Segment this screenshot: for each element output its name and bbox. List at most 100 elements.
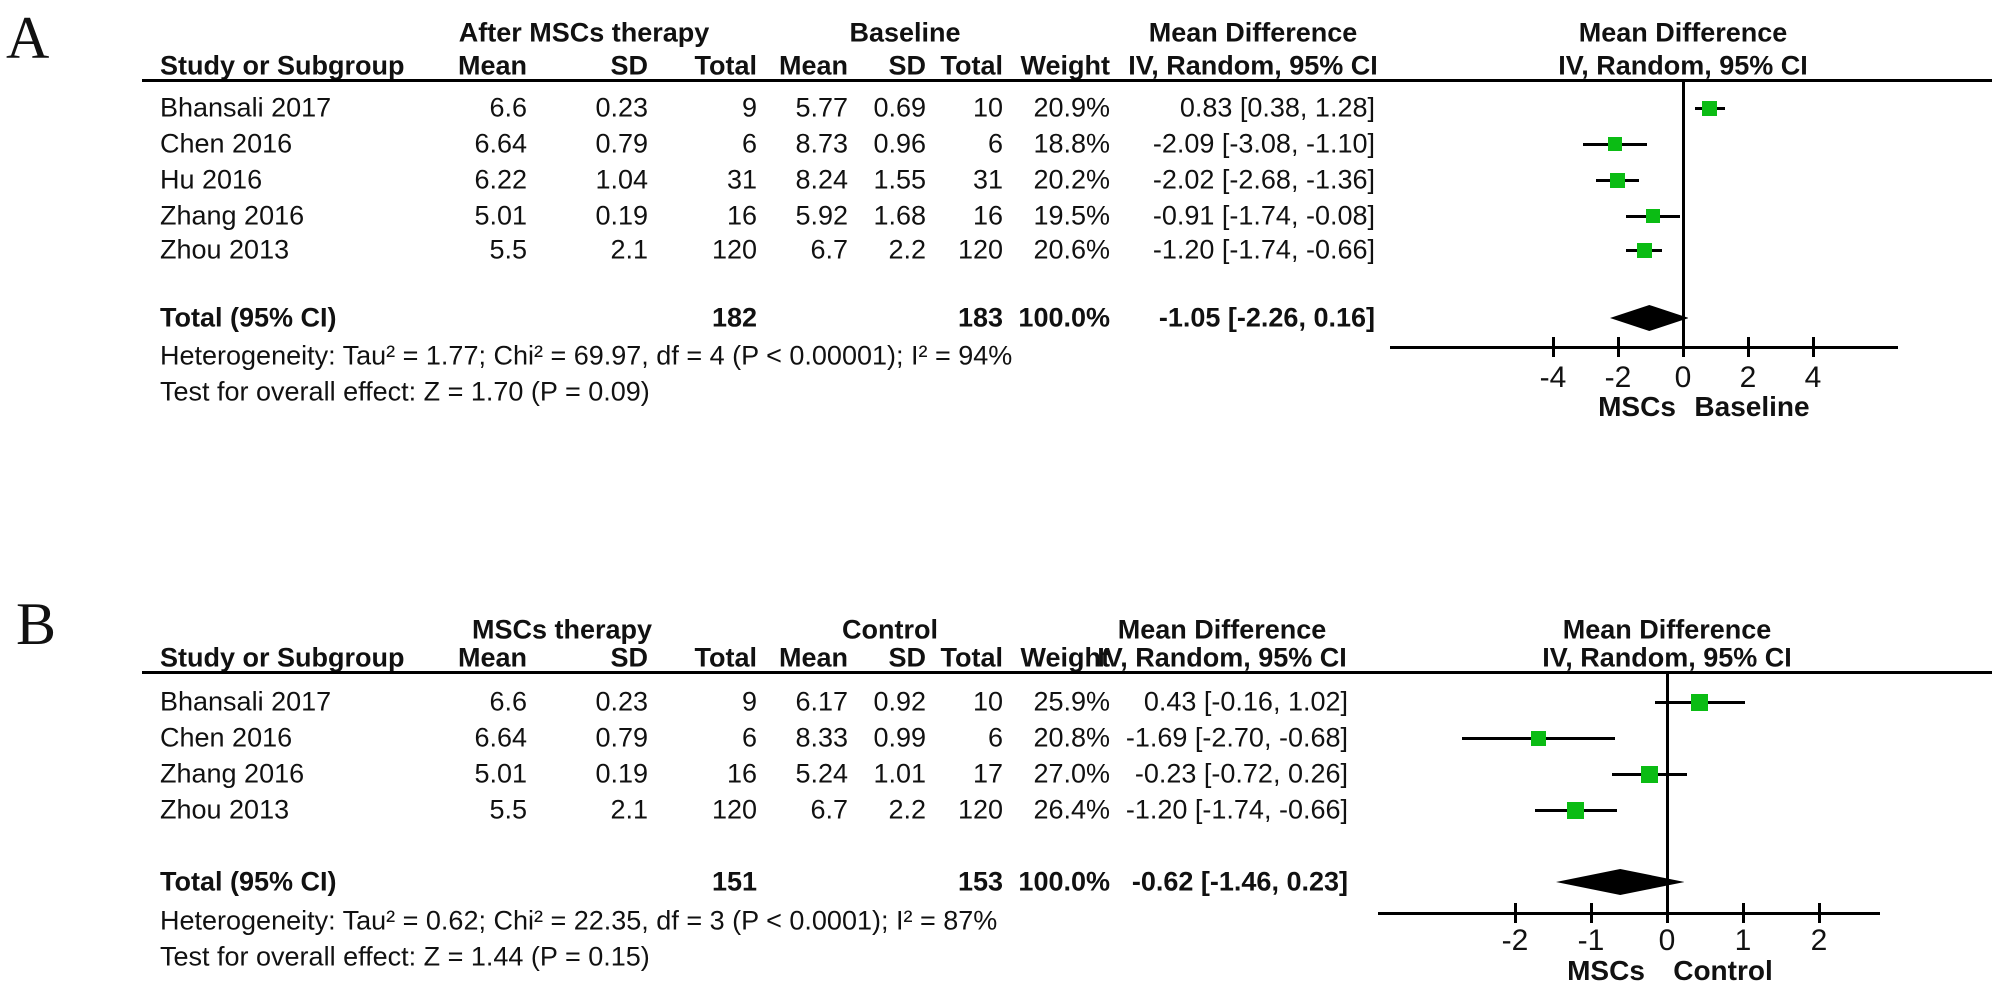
total-label: Total (95% CI) bbox=[160, 302, 337, 333]
cell-weight: 19.5% bbox=[1033, 200, 1110, 231]
cell-sd2: 1.55 bbox=[873, 164, 926, 195]
cell-total2: 16 bbox=[972, 200, 1003, 231]
total-n1: 151 bbox=[711, 866, 757, 897]
cell-total1: 9 bbox=[741, 92, 757, 123]
cell-sd1: 0.79 bbox=[595, 128, 648, 159]
x-axis-tick-label: 2 bbox=[1810, 924, 1828, 957]
cell-mean2: 8.73 bbox=[795, 128, 848, 159]
header-rule bbox=[142, 78, 1992, 82]
group1-header: After MSCs therapy bbox=[458, 17, 710, 48]
cell-mean2: 5.92 bbox=[795, 200, 848, 231]
cell-total2: 10 bbox=[972, 686, 1003, 717]
cell-total2: 120 bbox=[957, 234, 1003, 265]
cell-sd2: 1.01 bbox=[873, 758, 926, 789]
panel-label-b: B bbox=[16, 591, 57, 657]
col-header-total: Total bbox=[940, 50, 1004, 81]
cell-mean1: 5.01 bbox=[474, 200, 527, 231]
study-name: Chen 2016 bbox=[160, 722, 293, 753]
effect-square bbox=[1691, 693, 1709, 711]
x-axis-tick bbox=[1665, 903, 1669, 923]
cell-mean2: 5.77 bbox=[795, 92, 848, 123]
cell-mean1: 6.64 bbox=[474, 128, 527, 159]
cell-mean1: 6.6 bbox=[489, 686, 527, 717]
col-header-sd: SD bbox=[888, 50, 926, 81]
col-header-total: Total bbox=[694, 642, 758, 673]
md-col-header-line1: Mean Difference bbox=[1117, 614, 1327, 645]
x-axis-tick bbox=[1817, 903, 1821, 923]
cell-mean1: 6.6 bbox=[489, 92, 527, 123]
cell-sd2: 2.2 bbox=[888, 234, 926, 265]
cell-mean2: 8.33 bbox=[795, 722, 848, 753]
x-axis-tick bbox=[1811, 337, 1815, 357]
cell-mean1: 5.5 bbox=[489, 234, 527, 265]
cell-mean2: 8.24 bbox=[795, 164, 848, 195]
col-header-sd: SD bbox=[610, 642, 648, 673]
cell-weight: 27.0% bbox=[1033, 758, 1110, 789]
cell-mean1: 6.22 bbox=[474, 164, 527, 195]
cell-md-ci: 0.43 [-0.16, 1.02] bbox=[1143, 686, 1348, 717]
col-header-mean: Mean bbox=[457, 642, 527, 673]
cell-total1: 120 bbox=[711, 234, 757, 265]
plot-header-line1: Mean Difference bbox=[1578, 17, 1788, 48]
group1-header: MSCs therapy bbox=[471, 614, 653, 645]
favours-right-label: Control bbox=[1673, 955, 1773, 986]
group2-header: Baseline bbox=[849, 17, 961, 48]
plot-header-line2: IV, Random, 95% CI bbox=[1542, 642, 1792, 673]
favours-left-label: MSCs bbox=[1598, 391, 1676, 422]
pooled-diamond bbox=[1609, 305, 1689, 331]
study-name: Zhang 2016 bbox=[160, 200, 305, 231]
cell-total1: 16 bbox=[726, 758, 757, 789]
cell-sd2: 1.68 bbox=[873, 200, 926, 231]
effect-square bbox=[1702, 100, 1718, 116]
plot-header-line2: IV, Random, 95% CI bbox=[1558, 50, 1808, 81]
study-name: Zhang 2016 bbox=[160, 758, 305, 789]
effect-square bbox=[1641, 765, 1659, 783]
cell-total1: 9 bbox=[741, 686, 757, 717]
total-n2: 183 bbox=[957, 302, 1003, 333]
cell-sd1: 2.1 bbox=[610, 794, 648, 825]
cell-sd2: 0.96 bbox=[873, 128, 926, 159]
cell-weight: 26.4% bbox=[1033, 794, 1110, 825]
cell-weight: 20.6% bbox=[1033, 234, 1110, 265]
total-md-ci: -1.05 [-2.26, 0.16] bbox=[1158, 302, 1375, 333]
cell-md-ci: -1.20 [-1.74, -0.66] bbox=[1125, 794, 1348, 825]
cell-weight: 20.8% bbox=[1033, 722, 1110, 753]
cell-md-ci: -0.91 [-1.74, -0.08] bbox=[1152, 200, 1375, 231]
effect-square bbox=[1646, 209, 1661, 223]
cell-sd2: 0.99 bbox=[873, 722, 926, 753]
cell-mean2: 6.7 bbox=[810, 794, 848, 825]
col-header-mean: Mean bbox=[457, 50, 527, 81]
cell-weight: 25.9% bbox=[1033, 686, 1110, 717]
heterogeneity-text: Heterogeneity: Tau² = 0.62; Chi² = 22.35… bbox=[160, 905, 998, 936]
x-axis-tick bbox=[1513, 903, 1517, 923]
x-axis-tick-label: -2 bbox=[1604, 361, 1632, 394]
cell-md-ci: -0.23 [-0.72, 0.26] bbox=[1134, 758, 1348, 789]
study-name: Zhou 2013 bbox=[160, 234, 290, 265]
study-name: Bhansali 2017 bbox=[160, 686, 332, 717]
total-weight: 100.0% bbox=[1018, 302, 1110, 333]
effect-square bbox=[1609, 172, 1625, 188]
x-axis-tick bbox=[1746, 337, 1750, 357]
study-name: Zhou 2013 bbox=[160, 794, 290, 825]
col-header-sd: SD bbox=[610, 50, 648, 81]
effect-square bbox=[1636, 242, 1652, 258]
cell-mean2: 6.7 bbox=[810, 234, 848, 265]
study-name: Hu 2016 bbox=[160, 164, 263, 195]
cell-mean1: 6.64 bbox=[474, 722, 527, 753]
total-weight: 100.0% bbox=[1018, 866, 1110, 897]
cell-weight: 20.2% bbox=[1033, 164, 1110, 195]
x-axis-tick-label: 0 bbox=[1658, 924, 1676, 957]
panel-label-a: A bbox=[6, 5, 50, 71]
study-col-header: Study or Subgroup bbox=[160, 642, 405, 673]
x-axis-tick-label: 2 bbox=[1739, 361, 1757, 394]
total-n2: 153 bbox=[957, 866, 1003, 897]
cell-sd2: 0.69 bbox=[873, 92, 926, 123]
cell-total2: 31 bbox=[972, 164, 1003, 195]
col-header-total: Total bbox=[694, 50, 758, 81]
cell-sd2: 2.2 bbox=[888, 794, 926, 825]
col-header-mean: Mean bbox=[778, 50, 848, 81]
total-n1: 182 bbox=[711, 302, 757, 333]
cell-sd1: 0.19 bbox=[595, 200, 648, 231]
overall-effect-text: Test for overall effect: Z = 1.44 (P = 0… bbox=[160, 941, 650, 972]
study-name: Bhansali 2017 bbox=[160, 92, 332, 123]
